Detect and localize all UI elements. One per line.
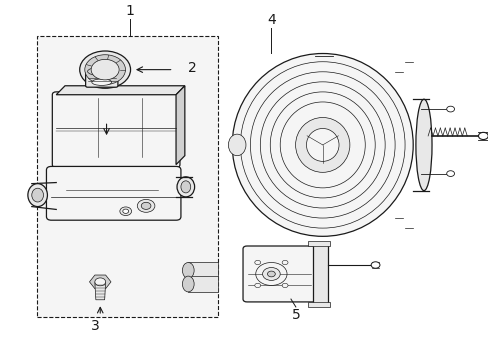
Circle shape: [254, 283, 260, 288]
Circle shape: [137, 199, 155, 212]
Polygon shape: [95, 283, 105, 300]
Ellipse shape: [92, 79, 111, 85]
Circle shape: [282, 260, 287, 265]
Circle shape: [477, 132, 487, 140]
Circle shape: [91, 59, 119, 80]
Ellipse shape: [177, 177, 194, 197]
Circle shape: [84, 55, 125, 85]
FancyBboxPatch shape: [85, 70, 118, 87]
Ellipse shape: [182, 276, 194, 292]
FancyBboxPatch shape: [52, 92, 180, 167]
Circle shape: [120, 207, 131, 216]
Ellipse shape: [182, 262, 194, 278]
Bar: [188, 262, 217, 278]
Circle shape: [267, 271, 275, 277]
Ellipse shape: [306, 129, 338, 161]
Text: 1: 1: [125, 4, 134, 18]
FancyBboxPatch shape: [243, 246, 319, 302]
Circle shape: [122, 209, 128, 213]
Circle shape: [255, 262, 286, 285]
Text: 3: 3: [91, 319, 100, 333]
Circle shape: [254, 260, 260, 265]
Ellipse shape: [28, 184, 47, 207]
Polygon shape: [89, 275, 111, 289]
Ellipse shape: [181, 181, 190, 193]
Circle shape: [80, 51, 130, 88]
Circle shape: [141, 202, 151, 210]
Ellipse shape: [415, 99, 431, 191]
Ellipse shape: [32, 188, 43, 202]
Circle shape: [282, 283, 287, 288]
Polygon shape: [176, 86, 184, 165]
Text: 2: 2: [188, 61, 197, 75]
FancyBboxPatch shape: [46, 166, 181, 220]
Bar: [307, 240, 329, 246]
Text: 5: 5: [291, 308, 300, 322]
Ellipse shape: [87, 67, 116, 76]
Ellipse shape: [232, 54, 412, 236]
Polygon shape: [56, 86, 184, 95]
Bar: [188, 276, 217, 292]
Circle shape: [370, 262, 379, 268]
Bar: [37, 36, 217, 317]
Circle shape: [95, 278, 105, 286]
Bar: [307, 302, 329, 307]
Ellipse shape: [295, 117, 349, 172]
Circle shape: [262, 267, 280, 280]
Circle shape: [446, 171, 453, 176]
Ellipse shape: [228, 134, 245, 156]
Bar: [312, 243, 327, 305]
Circle shape: [446, 106, 453, 112]
Text: 4: 4: [266, 13, 275, 27]
